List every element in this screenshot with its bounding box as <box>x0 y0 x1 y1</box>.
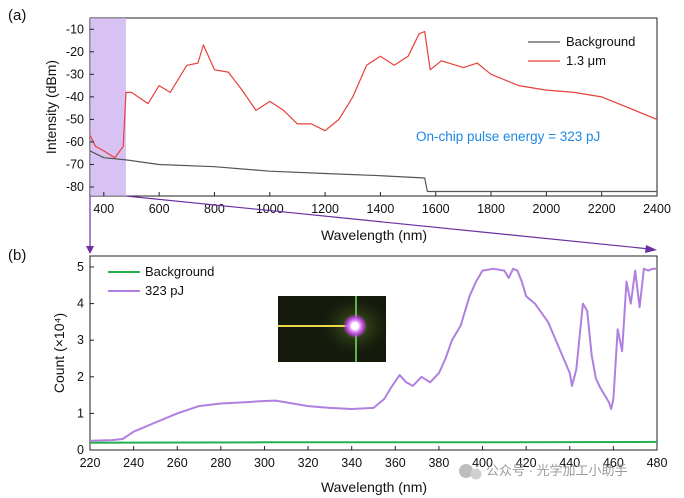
panel-b-x-tick-label: 260 <box>167 456 188 470</box>
panel-a-x-tick-label: 400 <box>93 202 114 216</box>
panel-b-x-tick-label: 440 <box>559 456 580 470</box>
panel-a-series-group <box>89 30 658 193</box>
panel-b-series-background <box>89 440 658 444</box>
panel-a-plot-area <box>89 17 658 197</box>
panel-b-y-ticks: 0 1 2 3 4 5 <box>77 260 94 457</box>
panel-a-series-1-3-m <box>89 30 658 159</box>
watermark: 公众号 · 光学加工小助手 <box>459 463 628 480</box>
panel-b-x-axis-label: Wavelength (nm) <box>321 479 427 495</box>
watermark-wechat-icon-secondary <box>470 468 482 480</box>
panel-b-x-tick-label: 240 <box>123 456 144 470</box>
panel-b-label: (b) <box>8 247 26 264</box>
watermark-text: 公众号 · 光学加工小助手 <box>486 463 628 478</box>
panel-a-label: (a) <box>8 7 26 24</box>
watermark-wechat-icon <box>459 464 473 478</box>
panel-a-y-tick-label: -30 <box>66 67 84 81</box>
panel-b-x-tick-label: 300 <box>254 456 275 470</box>
panel-a-x-axis-label: Wavelength (nm) <box>321 227 427 243</box>
panel-a-y-tick-label: -60 <box>66 135 84 149</box>
pulse-energy-annotation: On-chip pulse energy = 323 pJ <box>416 129 600 144</box>
panel-b-legend: Background 323 pJ <box>108 264 214 298</box>
panel-b-x-tick-label: 480 <box>647 456 668 470</box>
panel-b-x-tick-label: 220 <box>80 456 101 470</box>
panel-a-y-tick-label: -40 <box>66 90 84 104</box>
zoom-arrowhead-right <box>645 245 657 253</box>
panel-a-legend-1300: 1.3 μm <box>566 53 606 68</box>
panel-b-x-tick-label: 340 <box>341 456 362 470</box>
zoom-arrowhead-left <box>86 246 94 254</box>
panel-a-x-tick-label: 2000 <box>532 202 560 216</box>
panel-a-x-tick-label: 1200 <box>311 202 339 216</box>
panel-b-series-323-pj <box>89 267 657 442</box>
panel-a-x-tick-label: 1600 <box>422 202 450 216</box>
panel-b-y-tick-label: 1 <box>77 406 84 420</box>
panel-b-x-tick-label: 420 <box>516 456 537 470</box>
panel-b-x-tick-label: 460 <box>603 456 624 470</box>
panel-a-x-tick-label: 2400 <box>643 202 671 216</box>
panel-b-legend-background: Background <box>145 264 214 279</box>
panel-b-y-tick-label: 5 <box>77 260 84 274</box>
panel-b-y-tick-label: 4 <box>77 297 84 311</box>
panel-b-x-tick-label: 280 <box>210 456 231 470</box>
panel-b-y-tick-label: 3 <box>77 333 84 347</box>
panel-a-highlight-region <box>90 18 126 196</box>
panel-a-series-background <box>89 150 657 193</box>
panel-a-legend-background: Background <box>566 34 635 49</box>
panel-b-y-axis-label: Count (×10⁴) <box>51 313 67 393</box>
panel-b-x-ticks: 220 240 260 280 300 320 340 360 380 400 420 440 460 4… <box>80 446 668 470</box>
panel-b-x-tick-label: 400 <box>472 456 493 470</box>
panel-a-y-tick-label: -20 <box>66 45 84 59</box>
panel-a-y-axis-label: Intensity (dBm) <box>43 60 59 154</box>
panel-a-y-tick-label: -50 <box>66 112 84 126</box>
inset-spot-core <box>351 322 359 330</box>
panel-b-legend-323pj: 323 pJ <box>145 283 184 298</box>
panel-a-x-tick-label: 600 <box>149 202 170 216</box>
panel-a-y-tick-label: -80 <box>66 180 84 194</box>
panel-a-legend: Background 1.3 μm <box>528 34 635 68</box>
panel-b-x-tick-label: 320 <box>298 456 319 470</box>
panel-a-y-tick-label: -70 <box>66 157 84 171</box>
panel-b-series-group <box>89 267 658 444</box>
panel-a-y-ticks: -10 -20 -30 -40 -50 -60 -70 -80 <box>66 22 94 194</box>
panel-b-y-tick-label: 0 <box>77 443 84 457</box>
panel-b-x-tick-label: 380 <box>428 456 449 470</box>
microscope-spot-photo <box>278 296 389 362</box>
panel-a-x-tick-label: 1000 <box>256 202 284 216</box>
panel-a-x-tick-label: 2200 <box>588 202 616 216</box>
panel-b-x-tick-label: 360 <box>385 456 406 470</box>
panel-a-x-tick-label: 1400 <box>367 202 395 216</box>
panel-b-y-tick-label: 2 <box>77 370 84 384</box>
panel-a-y-tick-label: -10 <box>66 22 84 36</box>
panel-a-x-tick-label: 1800 <box>477 202 505 216</box>
zoom-connector-right <box>125 195 651 250</box>
